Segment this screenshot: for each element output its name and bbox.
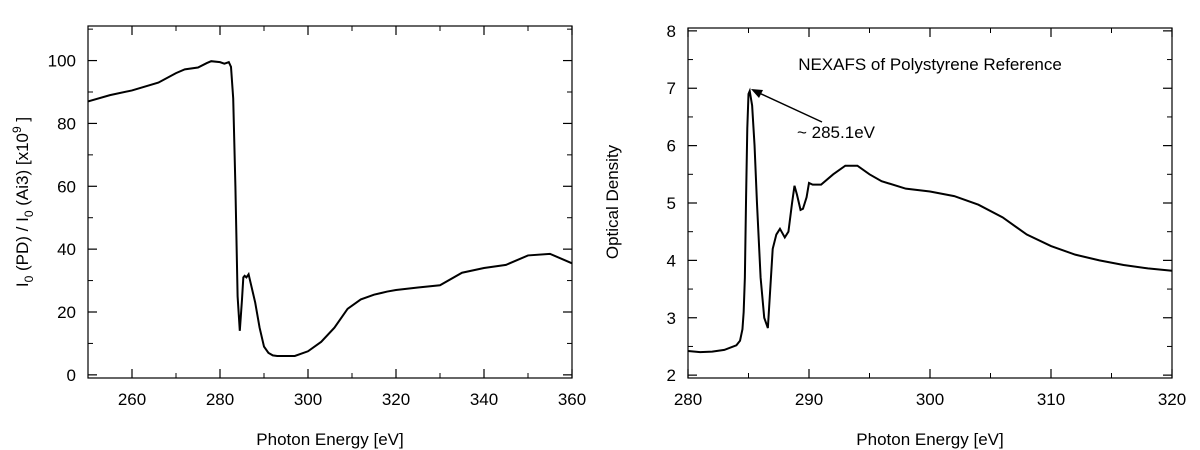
series-line-right — [687, 87, 1173, 354]
chart-title-right: NEXAFS of Polystyrene Reference — [798, 55, 1062, 74]
plot-frame-left — [87, 25, 573, 379]
x-tick-label-left-3: 320 — [382, 390, 410, 409]
x-tick-label-left-0: 260 — [118, 390, 146, 409]
y-tick-label-left-0: 0 — [67, 366, 76, 385]
chart-right: 280 290 300 310 320 2 3 4 5 6 7 8 NEXAFS of Polysty… — [603, 22, 1186, 449]
chart-left: 260 280 300 320 340 360 0 20 40 60 80 100 Photon En… — [10, 25, 586, 449]
y-tick-label-left-5: 100 — [48, 52, 76, 71]
y-tick-label-right-5: 7 — [667, 79, 676, 98]
annotation-arrowhead — [751, 89, 763, 98]
x-tick-label-right-2: 300 — [916, 390, 944, 409]
y-axis-label-left: I0 (PD) / I0 (Ai3) [x109 ] — [10, 117, 36, 287]
y-tick-label-right-0: 2 — [667, 366, 676, 385]
x-tick-label-right-1: 290 — [795, 390, 823, 409]
ticks-right: 280 290 300 310 320 2 3 4 5 6 7 8 — [667, 22, 1187, 409]
y-tick-label-left-1: 20 — [57, 303, 76, 322]
y-tick-label-right-3: 5 — [667, 194, 676, 213]
x-tick-label-left-5: 360 — [558, 390, 586, 409]
x-axis-label-left: Photon Energy [eV] — [256, 430, 403, 449]
y-tick-label-left-2: 40 — [57, 240, 76, 259]
x-tick-label-right-3: 310 — [1037, 390, 1065, 409]
x-axis-label-right: Photon Energy [eV] — [856, 430, 1003, 449]
series-line-left — [87, 60, 573, 357]
y-tick-label-right-2: 4 — [667, 251, 676, 270]
y-tick-label-left-4: 80 — [57, 114, 76, 133]
x-tick-label-left-4: 340 — [470, 390, 498, 409]
ticks-left: 260 280 300 320 340 360 0 20 40 60 80 100 — [48, 26, 586, 409]
y-tick-label-right-1: 3 — [667, 309, 676, 328]
x-tick-label-right-0: 280 — [674, 390, 702, 409]
y-tick-label-right-6: 8 — [667, 22, 676, 41]
x-tick-label-left-1: 280 — [206, 390, 234, 409]
y-axis-label-right: Optical Density — [603, 144, 622, 259]
y-tick-label-left-3: 60 — [57, 177, 76, 196]
plot-frame-right — [687, 27, 1173, 379]
annotation-peak-label: ~ 285.1eV — [797, 123, 876, 142]
y-tick-label-right-4: 6 — [667, 137, 676, 156]
annotation-arrow-line — [756, 91, 823, 123]
x-tick-label-left-2: 300 — [294, 390, 322, 409]
x-tick-label-right-4: 320 — [1158, 390, 1186, 409]
